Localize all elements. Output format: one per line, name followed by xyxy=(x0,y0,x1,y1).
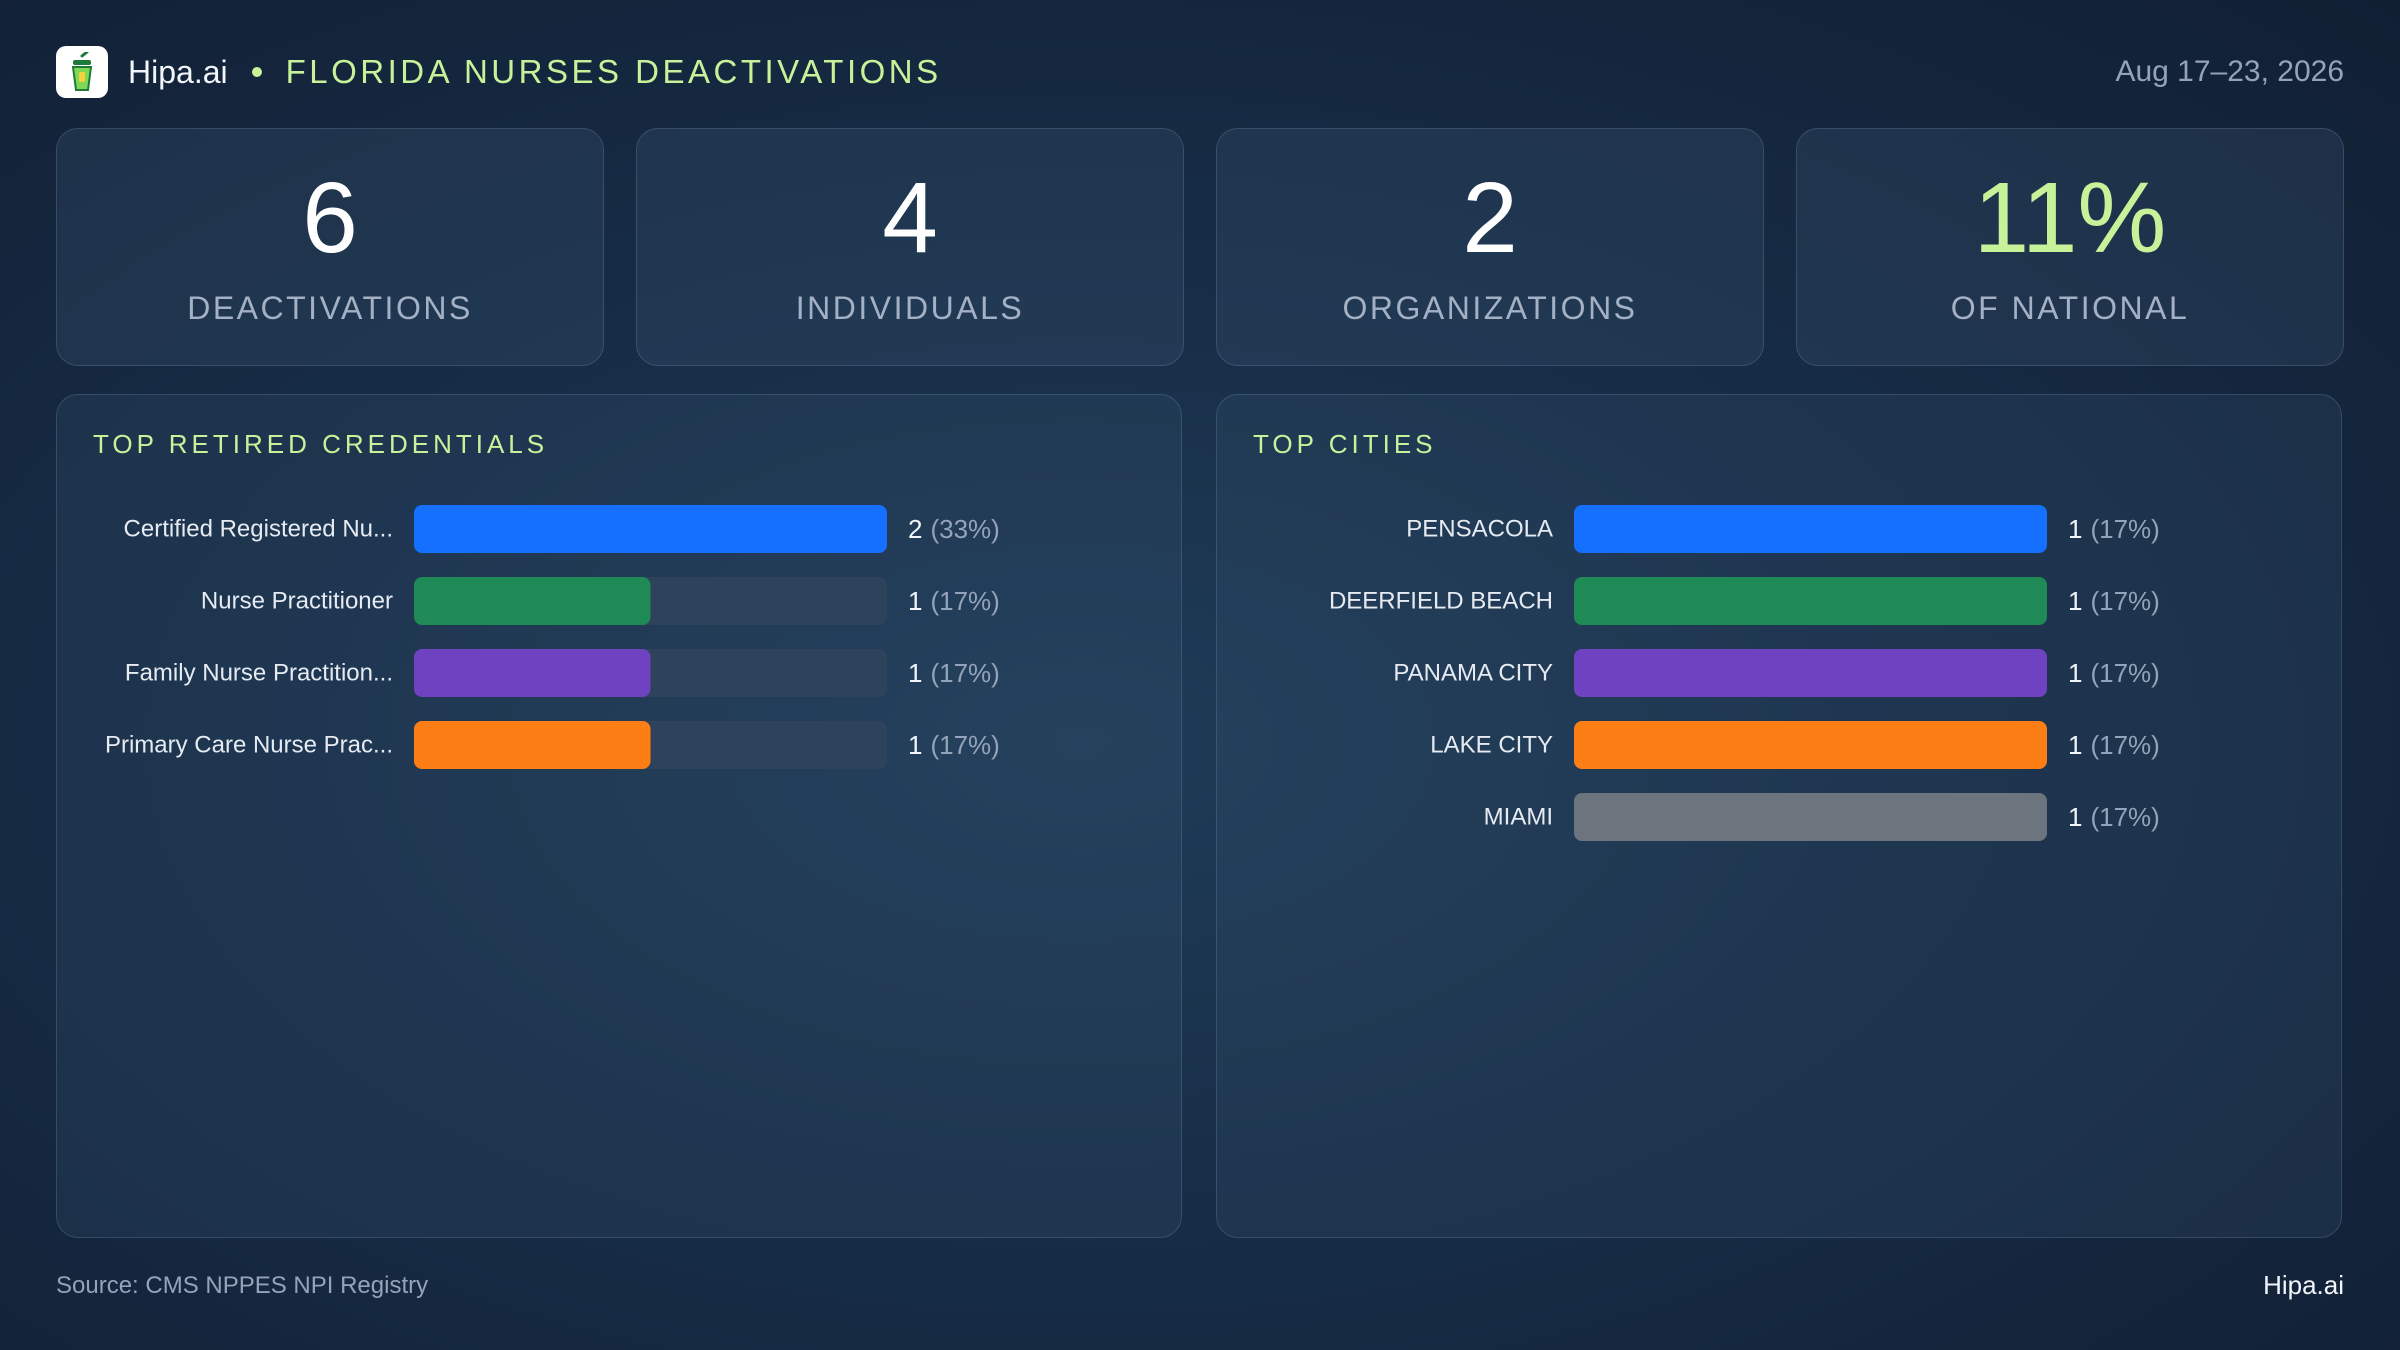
value-percent: (17%) xyxy=(930,730,999,760)
kpi-label: OF NATIONAL xyxy=(1950,289,2190,326)
kpi-label: INDIVIDUALS xyxy=(795,289,1025,326)
kpi-value: 2 xyxy=(1462,161,1518,274)
bar xyxy=(1574,721,2047,769)
bar xyxy=(1574,649,2047,697)
value-percent: (33%) xyxy=(930,514,999,544)
value-count: 1 xyxy=(2068,730,2082,760)
value-percent: (17%) xyxy=(2090,730,2159,760)
category-label: DEERFIELD BEACH xyxy=(1329,588,1553,615)
value-percent: (17%) xyxy=(930,658,999,688)
kpi-label: DEACTIVATIONS xyxy=(187,289,473,326)
kpi-value: 6 xyxy=(302,161,358,274)
bar xyxy=(414,577,651,625)
value-label: 1 (17%) xyxy=(908,658,1000,688)
top-bar: Hipa.ai FLORIDA NURSES DEACTIVATIONS Aug… xyxy=(56,46,2344,98)
value-count: 1 xyxy=(908,586,922,616)
category-label: MIAMI xyxy=(1484,804,1553,831)
logo xyxy=(56,46,108,98)
credentials-panel-title: TOP RETIRED CREDENTIALS xyxy=(93,429,549,459)
drink-cup-icon xyxy=(71,52,93,91)
value-count: 1 xyxy=(2068,658,2082,688)
footer-brand: Hipa.ai xyxy=(2263,1270,2344,1300)
bar xyxy=(414,721,651,769)
bar xyxy=(414,649,651,697)
value-percent: (17%) xyxy=(2090,514,2159,544)
bar xyxy=(1574,793,2047,841)
category-label: Nurse Practitioner xyxy=(201,588,393,615)
value-label: 1 (17%) xyxy=(2068,586,2160,616)
report-title: FLORIDA NURSES DEACTIVATIONS xyxy=(285,53,942,90)
value-count: 1 xyxy=(2068,586,2082,616)
date-range: Aug 17–23, 2026 xyxy=(2115,55,2344,88)
kpi-card-deactivations: 6 DEACTIVATIONS xyxy=(56,128,604,366)
kpi-card-individuals: 4 INDIVIDUALS xyxy=(636,128,1184,366)
category-label: LAKE CITY xyxy=(1430,732,1553,759)
value-count: 1 xyxy=(908,658,922,688)
value-percent: (17%) xyxy=(2090,586,2159,616)
category-label: Family Nurse Practition... xyxy=(125,660,393,687)
value-count: 1 xyxy=(2068,802,2082,832)
category-label: Primary Care Nurse Prac... xyxy=(105,732,393,759)
source-note: Source: CMS NPPES NPI Registry xyxy=(56,1272,429,1299)
cities-panel-title: TOP CITIES xyxy=(1253,429,1437,459)
value-label: 1 (17%) xyxy=(2068,514,2160,544)
credentials-bar-chart: Certified Registered Nu... 2 (33%) Nurse Pr… xyxy=(105,505,1000,769)
category-label: PENSACOLA xyxy=(1406,516,1553,543)
bar xyxy=(1574,505,2047,553)
value-count: 1 xyxy=(2068,514,2082,544)
value-label: 2 (33%) xyxy=(908,514,1000,544)
value-percent: (17%) xyxy=(2090,658,2159,688)
kpi-card-national-share: 11% OF NATIONAL xyxy=(1796,128,2344,366)
value-percent: (17%) xyxy=(2090,802,2159,832)
category-label: Certified Registered Nu... xyxy=(124,516,393,543)
kpi-card-organizations: 2 ORGANIZATIONS xyxy=(1216,128,1764,366)
value-percent: (17%) xyxy=(930,586,999,616)
bar xyxy=(414,505,887,553)
value-count: 1 xyxy=(908,730,922,760)
kpi-value: 4 xyxy=(882,161,938,274)
cities-bar-chart: PENSACOLA 1 (17%) DEERFIELD BEACH 1 (17%) PANA… xyxy=(1329,505,2160,841)
kpi-row: 6 DEACTIVATIONS 4 INDIVIDUALS 2 ORGANIZA… xyxy=(56,128,2344,366)
separator-dot xyxy=(251,67,262,77)
credentials-panel: TOP RETIRED CREDENTIALS Certified Regist… xyxy=(56,394,1182,1238)
kpi-value: 11% xyxy=(1973,161,2167,274)
category-label: PANAMA CITY xyxy=(1393,660,1553,687)
bar xyxy=(1574,577,2047,625)
cities-panel: TOP CITIES PENSACOLA 1 (17%) DEERFIELD BEAC… xyxy=(1216,394,2342,1238)
brand-name: Hipa.ai xyxy=(128,53,228,90)
value-label: 1 (17%) xyxy=(2068,730,2160,760)
value-label: 1 (17%) xyxy=(2068,802,2160,832)
brand: Hipa.ai FLORIDA NURSES DEACTIVATIONS xyxy=(56,46,942,98)
kpi-label: ORGANIZATIONS xyxy=(1342,289,1638,326)
value-label: 1 (17%) xyxy=(908,730,1000,760)
value-label: 1 (17%) xyxy=(908,586,1000,616)
value-label: 1 (17%) xyxy=(2068,658,2160,688)
value-count: 2 xyxy=(908,514,922,544)
